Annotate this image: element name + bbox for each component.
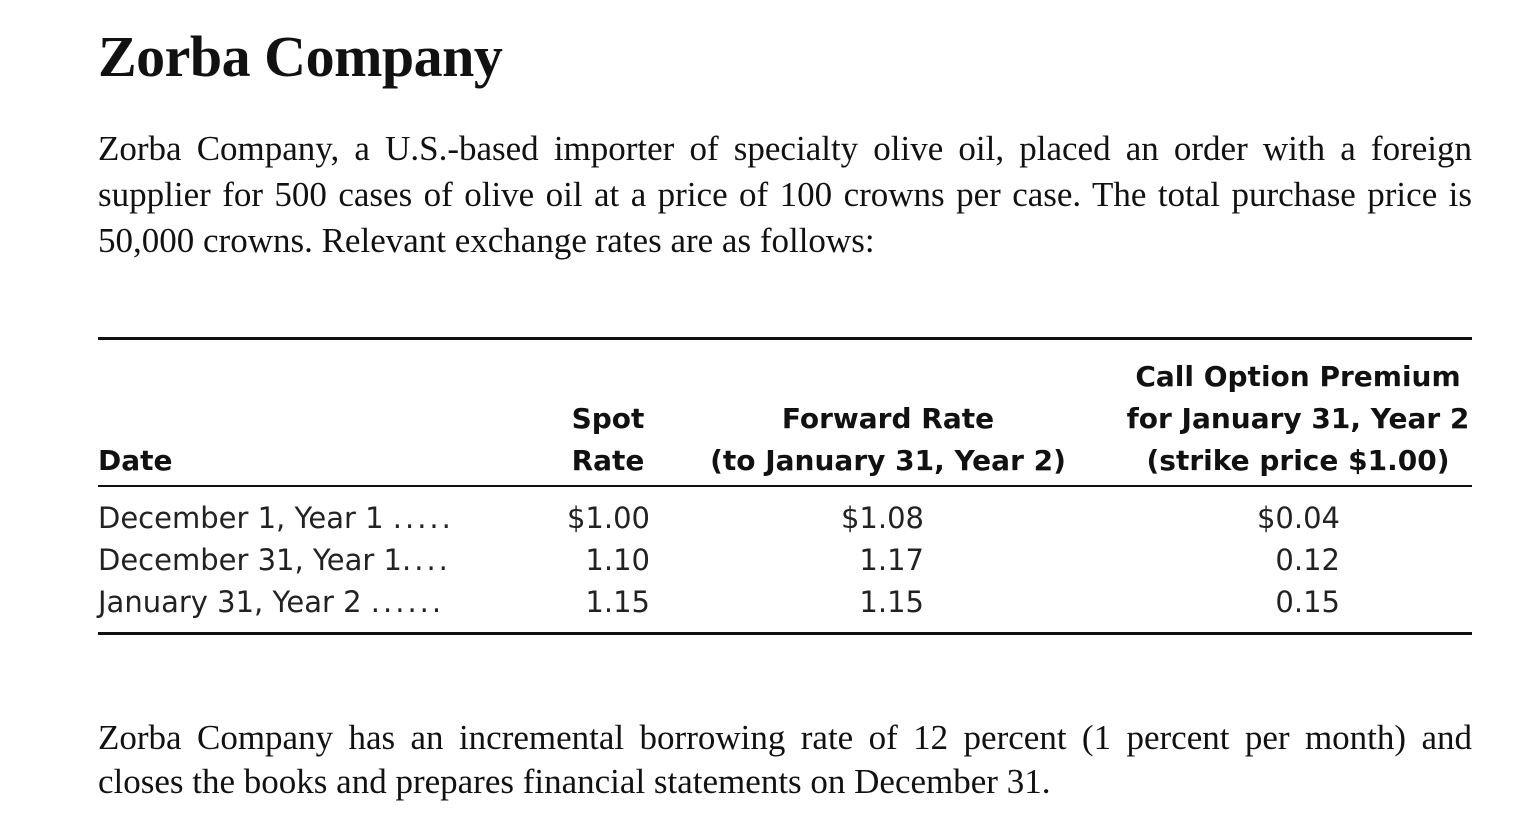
header-forward-line-2: (to January 31, Year 2) [710,444,1066,477]
row-1-date-text: December 1, Year 1 [98,501,384,535]
table-row-3-call: 0.15 [1275,585,1340,619]
table-row-2-call: 0.12 [1275,543,1340,577]
header-date-line: Date [98,444,173,477]
header-call-option-premium: Call Option Premium for January 31, Year… [1108,356,1488,482]
table-row-2-date: December 31, Year 1.... [98,539,451,581]
row-2-leader-dots: .... [402,543,451,577]
intro-paragraph: Zorba Company, a U.S.-based importer of … [98,129,1472,260]
table-bottom-rule [98,632,1472,635]
table-row-1-spot: $1.00 [566,501,650,535]
header-forward-rate: Forward Rate (to January 31, Year 2) [688,398,1088,482]
table-row-1-forward: $1.08 [840,501,924,535]
header-date: Date [98,440,173,482]
header-spot-line-1: Spot [571,402,645,435]
table-top-rule [98,337,1472,340]
table-row-3-forward: 1.15 [859,585,924,619]
row-3-leader-dots: ...... [370,585,445,619]
table-row-3-date: January 31, Year 2 ...... [98,581,444,623]
table-row-2-spot: 1.10 [585,543,650,577]
table-header-rule [98,485,1472,487]
page-title: Zorba Company [98,24,503,89]
header-call-line-2: for January 31, Year 2 [1126,402,1470,435]
header-spot-rate: Spot Rate [558,398,658,482]
row-2-date-text: December 31, Year 1 [98,543,403,577]
row-3-date-text: January 31, Year 2 [98,585,362,619]
header-call-line-1: Call Option Premium [1135,360,1461,393]
row-1-leader-dots: ..... [392,501,454,535]
closing-paragraph: Zorba Company has an incremental borrowi… [98,718,1472,801]
header-spot-line-2: Rate [571,444,645,477]
header-call-line-3: (strike price $1.00) [1146,444,1450,477]
table-row-1-call: $0.04 [1256,501,1340,535]
table-row-1-date: December 1, Year 1 ..... [98,497,454,539]
header-forward-line-1: Forward Rate [781,402,995,435]
table-row-2-forward: 1.17 [859,543,924,577]
table-row-3-spot: 1.15 [585,585,650,619]
